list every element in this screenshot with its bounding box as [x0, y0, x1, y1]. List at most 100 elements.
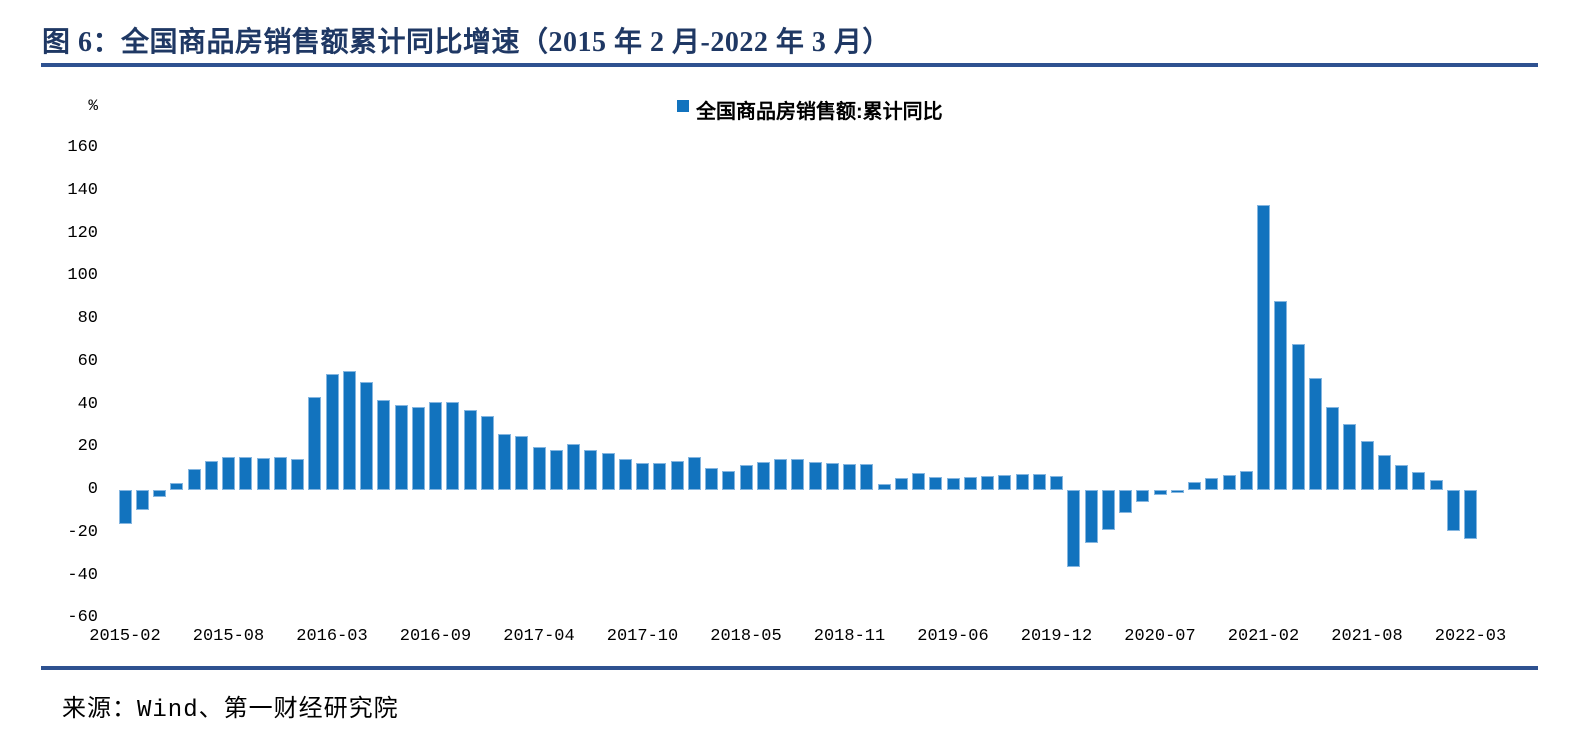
- x-tick-label: 2022-03: [1434, 627, 1507, 646]
- bar-2017-10: [636, 463, 649, 490]
- y-tick-label: 80: [77, 309, 98, 328]
- y-tick-label: 120: [67, 223, 98, 243]
- bar-2020-07: [1153, 490, 1167, 495]
- x-tick-label: 2015-08: [192, 627, 265, 646]
- x-tick-label: 2016-03: [296, 627, 368, 646]
- legend: 全国商品房销售额:累计同比: [677, 95, 943, 124]
- bar-2015-06: [187, 468, 201, 490]
- bar-2019-09: [998, 474, 1012, 490]
- x-tick-label: 2015-02: [89, 627, 161, 646]
- bar-2020-05: [1119, 490, 1132, 513]
- y-tick-label: 160: [67, 138, 98, 157]
- bar-2019-04: [912, 472, 925, 490]
- x-tick-label: 2019-12: [1020, 627, 1093, 646]
- x-tick-label: 2017-10: [606, 627, 679, 646]
- x-tick-label: 2018-11: [813, 627, 886, 646]
- bar-2015-10: [256, 458, 270, 490]
- bar-2020-11: [1222, 474, 1236, 490]
- bar-2015-05: [170, 483, 184, 490]
- bar-2015-12: [291, 459, 304, 490]
- bar-2018-03: [705, 467, 718, 490]
- bar-2021-09: [1377, 454, 1391, 490]
- bar-2021-03: [1274, 300, 1288, 490]
- bar-2018-04: [722, 470, 736, 490]
- bar-2021-11: [1412, 471, 1426, 490]
- legend-marker-icon: [677, 100, 689, 112]
- bar-2016-11: [463, 409, 477, 490]
- bar-2017-12: [670, 460, 684, 490]
- y-tick-label: -20: [67, 522, 98, 542]
- y-tick-label: 60: [77, 351, 98, 371]
- bar-2017-11: [653, 462, 667, 490]
- y-tick-label: 40: [77, 394, 98, 414]
- bar-2020-02: [1067, 490, 1081, 567]
- bar-2021-04: [1291, 344, 1305, 490]
- x-tick-label: 2018-05: [710, 627, 782, 646]
- bar-2015-08: [222, 457, 235, 490]
- bar-2018-09: [808, 461, 822, 490]
- bar-2018-11: [843, 464, 856, 490]
- bar-2020-10: [1205, 477, 1219, 490]
- bar-2016-03: [325, 374, 339, 490]
- bar-2019-06: [946, 478, 960, 490]
- y-tick-label: -60: [67, 608, 98, 628]
- bar-2019-02: [877, 484, 891, 490]
- figure-title: 图 6：全国商品房销售额累计同比增速（2015 年 2 月-2022 年 3 月…: [42, 27, 891, 58]
- bar-2016-10: [446, 401, 460, 490]
- bar-2020-12: [1239, 471, 1253, 490]
- title-divider: [41, 63, 1538, 67]
- bar-2016-02: [308, 396, 322, 490]
- bar-2015-04: [153, 490, 166, 497]
- bar-2018-05: [739, 464, 753, 490]
- bar-2017-07: [584, 449, 598, 490]
- bar-2017-08: [601, 453, 615, 490]
- source-note: 来源：Wind、第一财经研究院: [62, 697, 399, 724]
- bar-2017-02: [498, 434, 511, 490]
- bar-2016-07: [394, 404, 408, 490]
- bar-2019-03: [894, 478, 908, 490]
- bar-2019-08: [981, 475, 994, 490]
- bar-2020-08: [1170, 490, 1184, 494]
- bar-2022-03: [1464, 490, 1477, 539]
- bar-2017-04: [532, 447, 546, 490]
- x-tick-label: 2021-02: [1227, 627, 1300, 646]
- bar-2018-08: [791, 459, 805, 490]
- bar-2015-09: [239, 457, 253, 490]
- bar-2021-07: [1343, 424, 1357, 490]
- bar-2019-10: [1015, 474, 1029, 490]
- bar-2019-11: [1032, 474, 1046, 490]
- bar-2021-06: [1326, 406, 1339, 490]
- bar-2018-02: [687, 457, 701, 490]
- bar-2022-02: [1446, 490, 1460, 532]
- bar-2021-08: [1360, 441, 1374, 490]
- bar-2016-08: [411, 407, 425, 490]
- bar-2017-03: [515, 436, 529, 490]
- bar-2015-11: [273, 456, 287, 490]
- bottom-divider: [41, 666, 1538, 670]
- bar-2015-07: [204, 461, 218, 490]
- bar-2020-04: [1101, 490, 1115, 530]
- bar-2021-10: [1395, 464, 1408, 490]
- bar-2016-06: [377, 400, 391, 490]
- bar-2021-12: [1429, 479, 1443, 490]
- bar-2018-10: [825, 463, 839, 490]
- bar-2017-09: [618, 458, 632, 490]
- x-tick-label: 2016-09: [399, 627, 472, 646]
- legend-label: 全国商品房销售额:累计同比: [696, 101, 943, 123]
- bar-2017-06: [567, 444, 580, 490]
- x-tick-label: 2021-08: [1331, 627, 1403, 646]
- bar-2017-05: [549, 450, 563, 490]
- bar-2015-02: [118, 490, 132, 524]
- bar-2018-12: [860, 463, 874, 490]
- bar-2015-03: [135, 490, 149, 510]
- bar-2016-05: [360, 381, 373, 490]
- y-axis-unit: %: [88, 97, 98, 115]
- bar-2019-05: [929, 477, 943, 490]
- bar-2020-03: [1084, 490, 1098, 543]
- bar-2020-06: [1136, 490, 1150, 502]
- y-tick-label: -40: [67, 565, 98, 585]
- bar-2016-04: [342, 370, 356, 490]
- y-tick-label: 20: [77, 437, 98, 457]
- bar-2018-07: [774, 459, 787, 490]
